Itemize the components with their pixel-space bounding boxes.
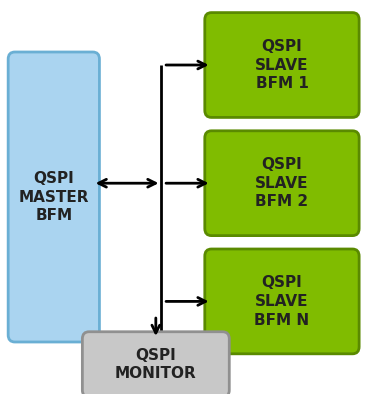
Text: QSPI
SLAVE
BFM 2: QSPI SLAVE BFM 2 <box>255 157 309 209</box>
FancyBboxPatch shape <box>82 332 229 394</box>
FancyBboxPatch shape <box>205 13 359 117</box>
FancyBboxPatch shape <box>205 249 359 354</box>
Text: QSPI
SLAVE
BFM N: QSPI SLAVE BFM N <box>255 275 309 327</box>
FancyBboxPatch shape <box>205 131 359 236</box>
Text: QSPI
MONITOR: QSPI MONITOR <box>115 348 197 381</box>
Text: QSPI
SLAVE
BFM 1: QSPI SLAVE BFM 1 <box>255 39 309 91</box>
FancyBboxPatch shape <box>8 52 99 342</box>
Text: QSPI
MASTER
BFM: QSPI MASTER BFM <box>19 171 89 223</box>
